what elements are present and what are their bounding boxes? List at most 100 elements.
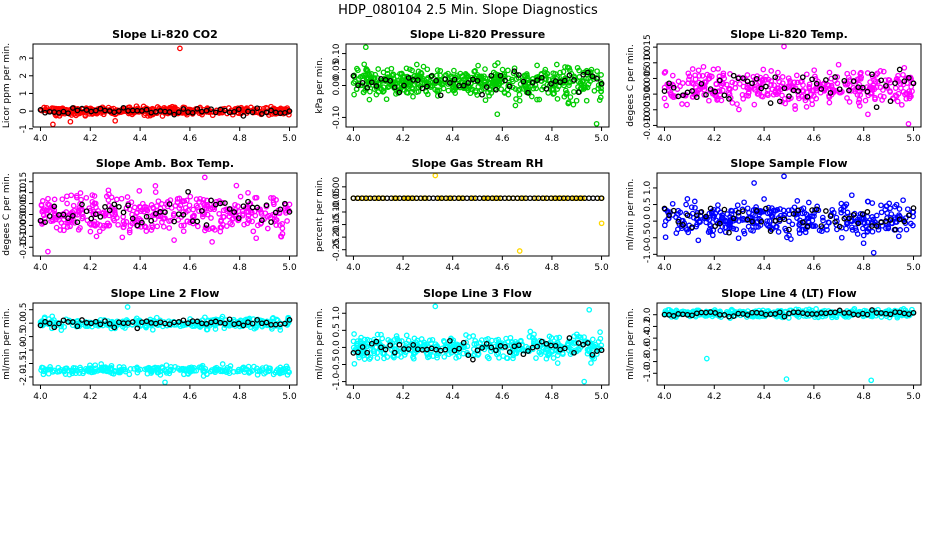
y-tick-label: -0.2 — [643, 318, 653, 336]
data-point — [253, 235, 260, 242]
data-point — [820, 217, 826, 224]
data-point — [744, 205, 751, 212]
data-point — [375, 66, 382, 72]
data-point — [781, 212, 788, 219]
data-point — [64, 200, 70, 207]
y-tick-label: -1.0 — [332, 373, 342, 391]
data-point — [482, 66, 488, 72]
data-point-black — [543, 85, 550, 92]
data-point — [250, 228, 257, 235]
data-point — [64, 193, 70, 200]
data-point — [267, 367, 273, 374]
x-tick-label: 4.2 — [83, 392, 97, 402]
data-point — [410, 350, 417, 357]
data-point — [679, 101, 685, 107]
data-point — [437, 67, 444, 74]
data-point-black — [387, 342, 394, 349]
data-point-black — [483, 84, 490, 90]
data-point — [542, 66, 549, 73]
data-point-black — [166, 201, 173, 207]
y-tick-label: 1.0 — [643, 181, 653, 196]
data-point — [199, 317, 206, 323]
data-point — [47, 366, 54, 373]
data-point — [838, 200, 845, 207]
data-point — [807, 213, 813, 220]
data-point — [534, 96, 540, 103]
x-tick-label: 4.8 — [233, 392, 248, 402]
data-point-black — [51, 324, 58, 331]
data-point — [163, 368, 169, 374]
data-point — [554, 352, 561, 359]
data-point-black — [263, 109, 270, 116]
data-point — [870, 249, 877, 256]
data-point — [50, 121, 56, 128]
x-tick-label: 4.2 — [83, 263, 97, 273]
data-point — [142, 203, 148, 210]
data-point-black — [712, 88, 719, 95]
data-point — [880, 87, 886, 93]
data-point — [499, 66, 506, 73]
data-point-black — [69, 319, 76, 325]
data-point-black — [873, 223, 880, 229]
data-point — [207, 368, 214, 375]
panel-grid: Slope Li-820 CO2 Licor ppm per min. 4.0 4.2… — [2, 28, 922, 402]
data-point — [521, 195, 527, 202]
data-point-black — [171, 111, 178, 118]
data-point — [892, 85, 899, 91]
data-point — [96, 367, 103, 373]
data-point — [361, 61, 368, 68]
data-point — [744, 84, 750, 91]
data-point — [460, 343, 466, 349]
data-point-black — [548, 80, 554, 87]
data-point — [286, 369, 292, 376]
panel-8: Slope Line 3 Flow ml/min per min. 4.0 4.2 4.… — [315, 287, 610, 402]
data-point — [351, 331, 357, 337]
data-point-black — [249, 320, 256, 327]
data-point-black — [235, 215, 242, 221]
data-point — [715, 202, 721, 208]
data-point — [726, 221, 733, 228]
data-point — [460, 350, 467, 357]
data-point-black — [143, 106, 150, 113]
data-point-black — [744, 216, 751, 223]
data-point — [413, 61, 420, 68]
data-point-black — [222, 320, 228, 327]
data-point — [566, 82, 572, 89]
data-point-black — [726, 96, 732, 102]
data-point — [364, 67, 371, 74]
data-point — [684, 196, 691, 202]
data-point — [869, 228, 876, 235]
data-point-black — [735, 209, 742, 216]
data-point-black — [712, 223, 719, 229]
data-point — [447, 73, 454, 80]
data-point — [903, 90, 910, 96]
data-point-black — [575, 89, 582, 96]
data-point-black — [401, 82, 407, 89]
data-point-black — [364, 349, 371, 356]
data-point-black — [97, 105, 104, 112]
data-point-black — [896, 66, 903, 73]
panel-7: Slope Line 2 Flow ml/min per min. 4.0 4.2 4.… — [2, 287, 298, 402]
data-point — [851, 210, 858, 217]
data-point — [675, 78, 682, 85]
data-point-black — [846, 215, 852, 222]
panel-title: Slope Line 2 Flow — [111, 287, 220, 300]
y-axis-label: ml/min per min. — [315, 308, 325, 380]
x-tick-label: 5.0 — [282, 263, 297, 273]
y-tick-label: 0.0 — [643, 214, 653, 229]
data-point — [93, 233, 100, 240]
data-point — [183, 197, 190, 204]
data-point — [463, 332, 469, 338]
data-point — [384, 354, 391, 360]
data-point-black — [721, 312, 728, 318]
data-point — [594, 68, 600, 75]
x-tick-label: 4.2 — [707, 134, 721, 144]
data-point — [111, 217, 118, 224]
data-point — [785, 75, 792, 82]
data-point-black — [180, 317, 187, 324]
data-point — [199, 213, 206, 220]
data-point — [219, 361, 226, 367]
y-tick-label: -1.0 — [643, 245, 653, 263]
data-point — [886, 200, 893, 207]
data-point — [96, 228, 103, 235]
